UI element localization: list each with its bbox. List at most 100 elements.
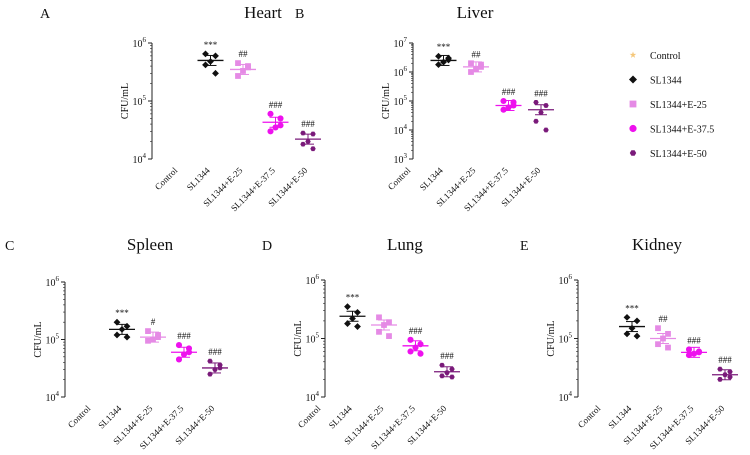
y-tick-label: 107 (394, 36, 408, 50)
data-point (354, 323, 361, 330)
x-tick-label: Control (386, 165, 413, 192)
y-axis-label: CFU/mL (546, 320, 557, 356)
significance-label: ## (239, 49, 249, 59)
data-point (175, 342, 183, 349)
panel-letter: D (262, 239, 272, 254)
y-tick-label: 104 (133, 152, 147, 166)
y-tick-label: 105 (394, 94, 408, 108)
significance-label: ## (659, 314, 669, 324)
data-point (267, 128, 274, 135)
data-point (175, 356, 183, 363)
data-point (500, 106, 507, 113)
y-tick-label: 106 (394, 65, 408, 79)
data-point (533, 118, 539, 124)
legend-label: SL1344+E-37.5 (650, 125, 714, 136)
significance-label: *** (115, 308, 129, 318)
y-axis-label: CFU/mL (33, 321, 44, 357)
y-tick-label: 106 (559, 273, 573, 287)
data-point (354, 308, 361, 316)
data-point (633, 317, 641, 325)
panel-title: Kidney (632, 235, 683, 254)
significance-label: ### (301, 119, 315, 129)
panel-title: Lung (387, 235, 423, 254)
significance-label: ### (718, 355, 732, 365)
data-point (417, 350, 424, 357)
y-tick-label: 104 (559, 390, 573, 404)
data-point (202, 50, 209, 58)
data-point (439, 373, 445, 379)
legend-item: SL1344+E-25 (629, 100, 707, 111)
data-point (655, 341, 661, 348)
data-point (245, 63, 251, 69)
data-point (376, 328, 382, 335)
data-point (212, 69, 219, 77)
x-tick-label: SL1344 (606, 403, 634, 431)
data-point (145, 337, 151, 344)
data-point (386, 319, 392, 326)
x-tick-label: Control (576, 403, 603, 430)
legend-marker (629, 51, 637, 58)
x-tick-label: Control (66, 403, 93, 430)
data-point (344, 320, 351, 327)
significance-label: ### (177, 331, 191, 341)
data-point (717, 366, 723, 372)
legend-label: SL1344 (650, 76, 682, 87)
legend-item: SL1344+E-50 (629, 149, 707, 160)
data-point (407, 336, 414, 343)
significance-label: ### (534, 88, 548, 98)
data-point (727, 374, 733, 380)
legend-marker (629, 75, 637, 84)
data-point (113, 331, 121, 339)
x-tick-label: SL1344 (185, 165, 213, 193)
y-tick-label: 106 (133, 36, 147, 50)
data-point (386, 333, 392, 339)
legend-marker (629, 124, 637, 133)
data-point (655, 325, 661, 332)
legend-label: SL1344+E-50 (650, 149, 707, 160)
y-tick-label: 104 (46, 390, 60, 404)
data-point (407, 348, 414, 355)
x-tick-label: SL1344 (418, 165, 446, 193)
data-point (300, 130, 306, 136)
data-point (344, 303, 351, 311)
data-point (267, 110, 274, 117)
panel-title: Spleen (127, 235, 174, 254)
data-point (633, 332, 641, 340)
data-point (623, 313, 631, 321)
significance-label: ### (687, 335, 701, 345)
legend-item: SL1344 (629, 75, 682, 87)
legend-label: SL1344+E-25 (650, 100, 707, 111)
data-point (623, 330, 631, 338)
data-point (727, 369, 733, 375)
significance-label: *** (346, 293, 360, 303)
y-tick-label: 105 (133, 94, 147, 108)
data-point (277, 115, 284, 122)
y-axis-label: CFU/mL (120, 83, 131, 119)
data-point (543, 127, 549, 133)
significance-label: ## (472, 49, 482, 59)
y-axis-label: CFU/mL (381, 83, 392, 119)
data-point (665, 344, 671, 351)
panel-letter: C (5, 239, 14, 254)
legend-item: SL1344+E-37.5 (629, 125, 714, 136)
legend-label: Control (650, 51, 681, 62)
data-point (685, 346, 693, 353)
x-tick-label: SL1344 (96, 403, 124, 431)
legend-item: Control (629, 51, 681, 62)
data-point (543, 103, 549, 108)
data-point (207, 358, 213, 364)
y-tick-label: 104 (394, 123, 408, 137)
panel-title: Liver (457, 3, 494, 22)
data-point (435, 61, 442, 68)
x-tick-label: SL1344 (327, 403, 355, 431)
data-point (145, 328, 151, 334)
significance-label: *** (625, 303, 639, 313)
significance-label: ### (502, 87, 516, 97)
panel-letter: A (40, 7, 51, 22)
data-point (685, 352, 693, 359)
x-tick-label: Control (296, 403, 323, 430)
legend: Control SL1344 SL1344+E-25 SL1344+E-37.5 SL1… (629, 51, 714, 160)
